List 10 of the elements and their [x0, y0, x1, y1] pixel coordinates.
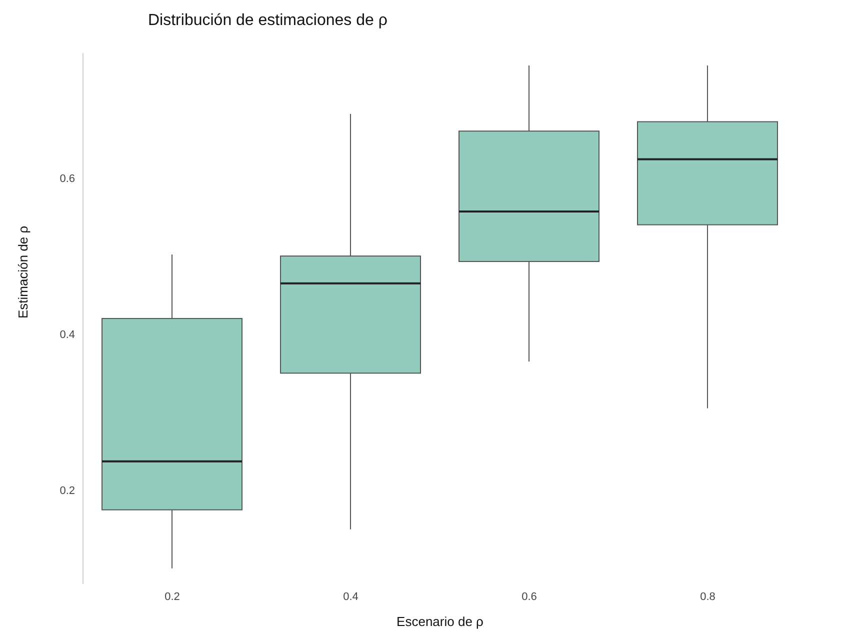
- y-tick-label: 0.2: [60, 485, 75, 498]
- chart-title: Distribución de estimaciones de ρ: [148, 12, 388, 30]
- x-tick-label: 0.2: [164, 590, 180, 603]
- x-tick-label: 0.8: [700, 590, 716, 603]
- x-axis-title: Escenario de ρ: [396, 614, 484, 629]
- x-tick-label: 0.4: [343, 590, 358, 603]
- y-axis-title: Estimación de ρ: [16, 226, 31, 318]
- y-tick-label: 0.4: [60, 329, 75, 342]
- y-tick-label: 0.6: [60, 172, 75, 185]
- x-tick-label: 0.6: [522, 590, 537, 603]
